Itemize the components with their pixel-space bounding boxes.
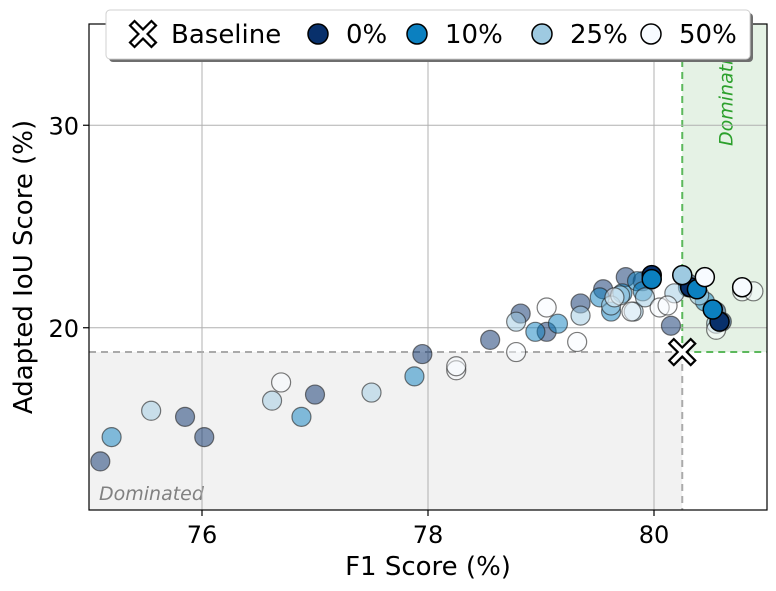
y-tick-label: 30	[48, 112, 79, 140]
regions-layer: Dominated Dominating	[89, 24, 767, 510]
data-point	[547, 313, 569, 334]
y-axis-label: Adapted IoU Score (%)	[9, 120, 39, 414]
data-point	[634, 287, 656, 308]
data-point	[604, 287, 625, 308]
data-point	[506, 311, 527, 332]
legend-label: Baseline	[171, 20, 281, 50]
highlighted-point	[702, 299, 724, 320]
highlighted-point	[694, 266, 716, 288]
data-point	[361, 382, 382, 403]
dominated-label: Dominated	[99, 483, 205, 505]
legend-marker	[406, 23, 428, 45]
highlighted-point	[672, 264, 693, 286]
dominating-label: Dominating	[716, 35, 738, 146]
data-point	[480, 329, 501, 350]
legend-baseline-marker	[128, 19, 158, 49]
ticks-layer: 76 78 80 20 30	[48, 112, 669, 549]
points-layer	[90, 264, 764, 472]
legend-marker	[640, 23, 662, 45]
legend-marker	[307, 23, 329, 45]
data-point	[412, 343, 433, 365]
data-point	[525, 321, 546, 342]
legend: Baseline 0% 10% 25% 50%	[105, 9, 753, 62]
legend-label: 0%	[346, 20, 387, 50]
data-point	[304, 384, 326, 405]
data-point	[506, 341, 527, 363]
x-tick-label: 76	[187, 521, 218, 549]
y-tick-label: 20	[48, 315, 79, 343]
data-point	[621, 301, 642, 322]
legend-box	[105, 9, 751, 60]
data-point	[657, 295, 678, 316]
data-point	[291, 406, 312, 427]
legend-label: 25%	[570, 20, 628, 50]
legend-marker	[531, 23, 553, 45]
data-point	[570, 305, 591, 326]
data-point	[536, 297, 557, 318]
highlighted-point	[731, 277, 753, 298]
baseline-marker	[667, 337, 697, 367]
data-point	[90, 451, 111, 472]
data-point	[261, 390, 283, 411]
x-tick-label: 78	[413, 521, 444, 549]
data-point	[660, 315, 682, 336]
data-point	[404, 366, 425, 387]
data-point	[446, 356, 467, 377]
legend-label: 10%	[445, 20, 503, 50]
legend-label: 50%	[679, 20, 737, 50]
baseline-layer	[667, 337, 697, 367]
data-point	[174, 406, 196, 427]
data-point	[101, 427, 122, 448]
data-point	[271, 372, 292, 393]
x-axis-label: F1 Score (%)	[345, 552, 511, 582]
data-point	[567, 331, 588, 353]
highlighted-point	[641, 268, 662, 290]
dominated-region	[89, 352, 683, 510]
x-tick-label: 80	[639, 521, 670, 549]
data-point	[141, 400, 162, 421]
data-point	[194, 427, 215, 448]
